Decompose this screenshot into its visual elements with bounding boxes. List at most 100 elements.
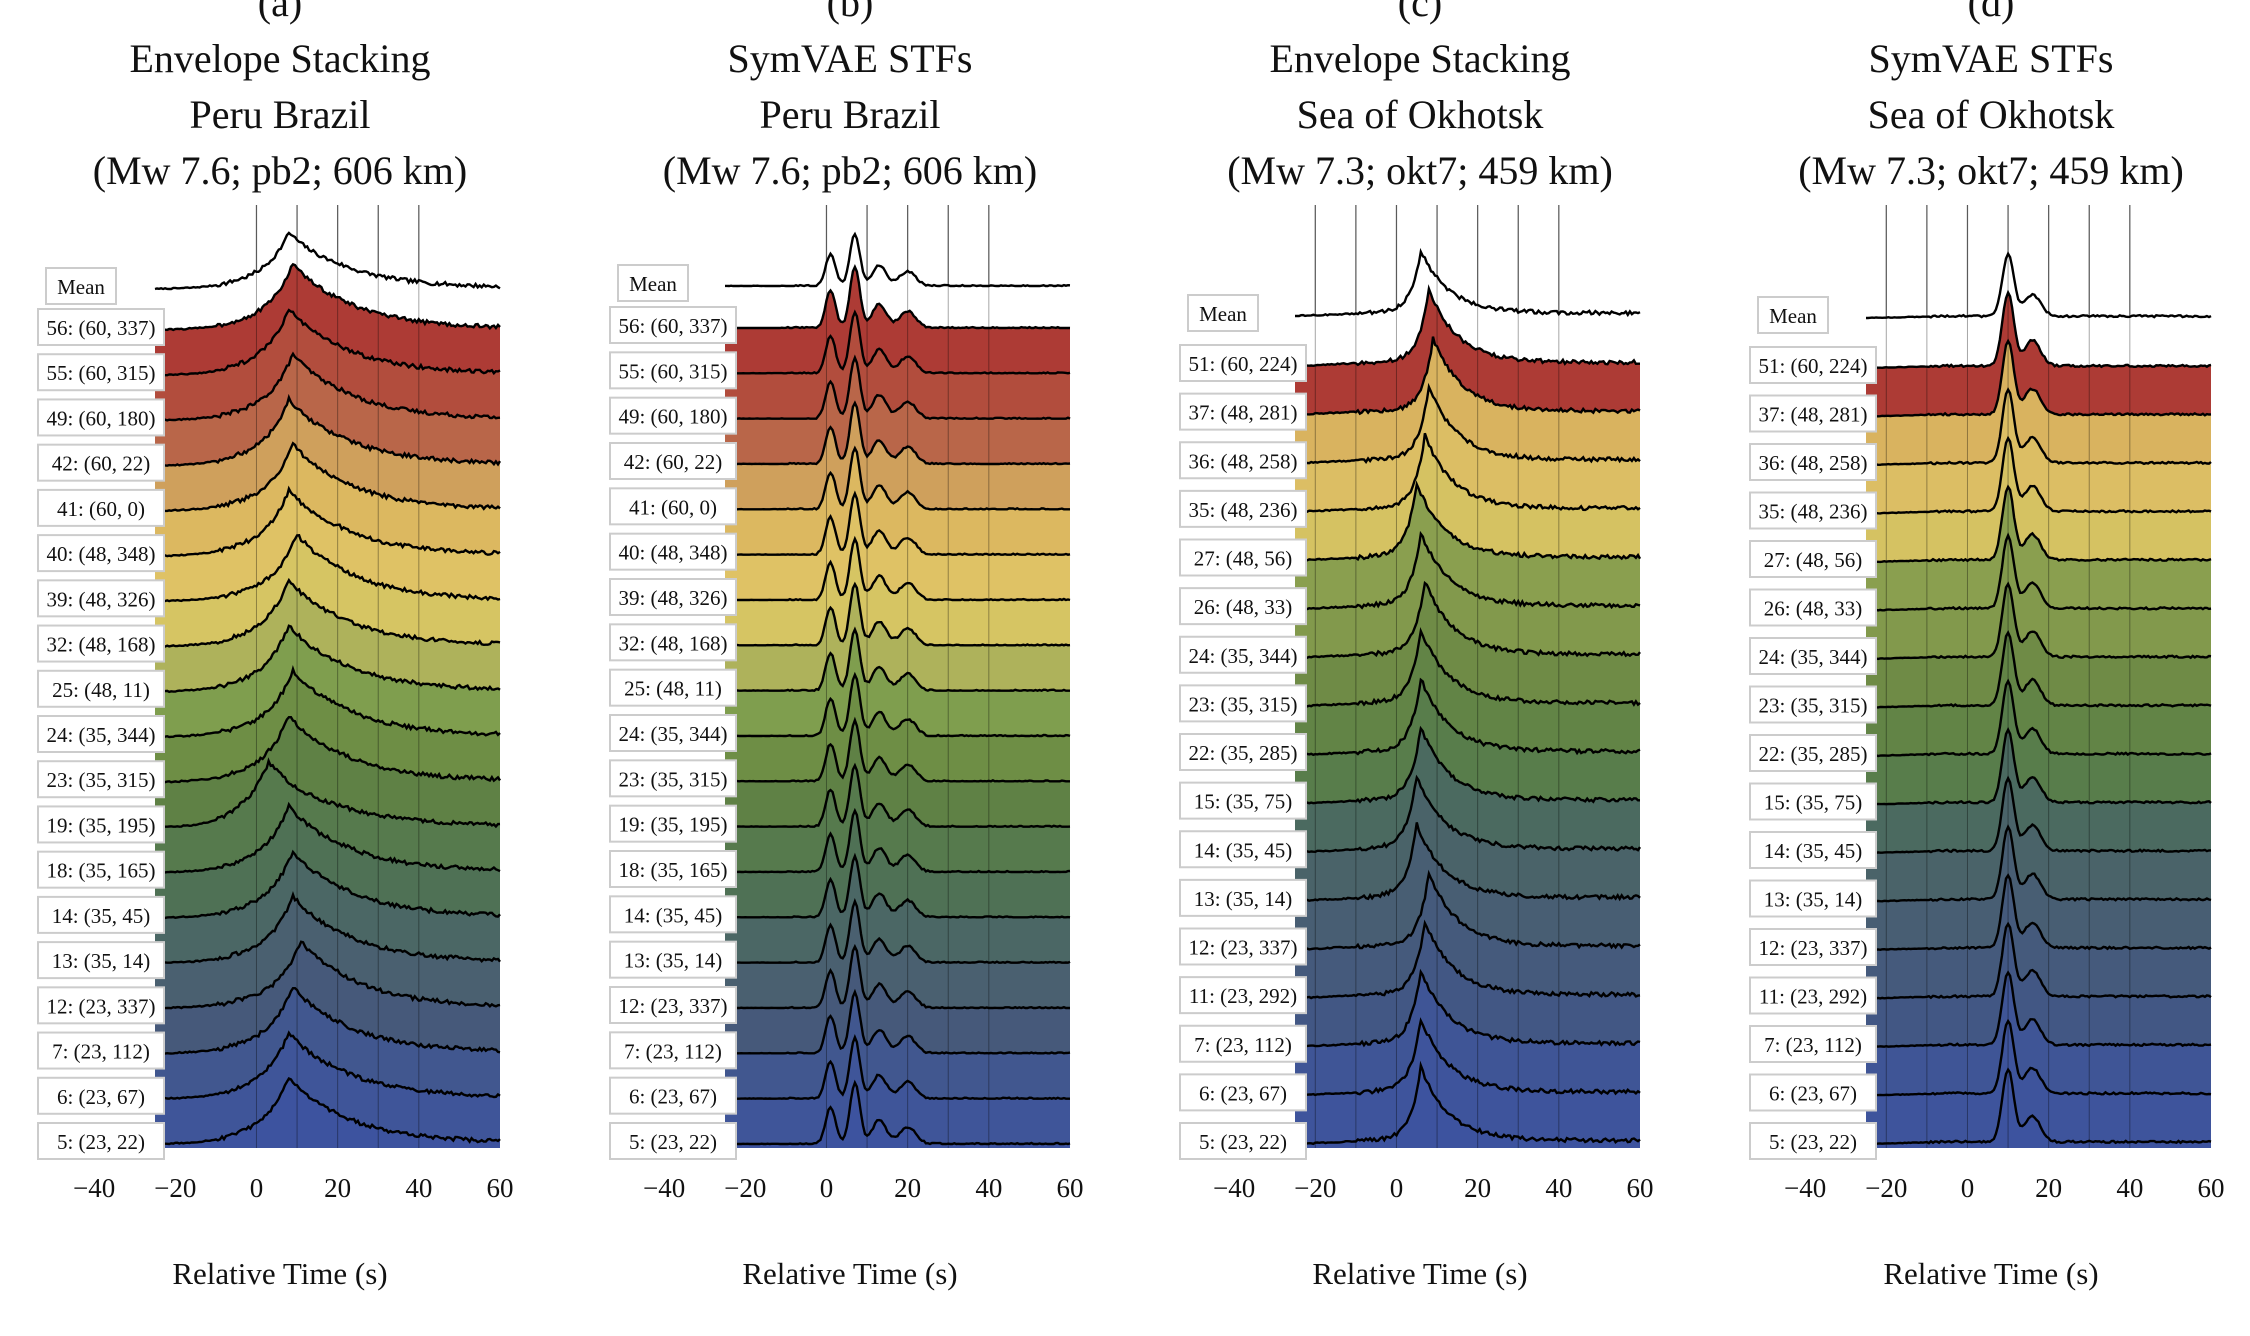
- label-text: 15: (35, 75): [1764, 791, 1863, 815]
- trace-label: 12: (23, 337): [609, 986, 737, 1024]
- trace-label: 40: (48, 348): [609, 532, 737, 571]
- ridge-line: [1865, 921, 2212, 1000]
- ridge-line: [724, 1033, 1070, 1100]
- trace-label: 23: (35, 315): [609, 759, 737, 798]
- x-tick-label: −20: [154, 1173, 196, 1203]
- label-box: [1749, 540, 1877, 578]
- panel-title-line: Peru Brazil: [189, 92, 370, 137]
- label-text: 12: (23, 337): [46, 994, 155, 1018]
- ridge-line: [1295, 627, 1641, 708]
- panel-title-line: (Mw 7.3; okt7; 459 km): [1798, 148, 2184, 193]
- ridge-line: [154, 987, 501, 1055]
- label-text: 23: (35, 315): [618, 767, 727, 791]
- ridge-line: [1865, 338, 2212, 418]
- label-text: 7: (23, 112): [1194, 1033, 1292, 1057]
- trace-label: 11: (23, 292): [1179, 976, 1307, 1015]
- label-text: 12: (23, 337): [618, 994, 727, 1018]
- panel-title-line: Peru Brazil: [759, 92, 940, 137]
- label-box: [1749, 1073, 1877, 1112]
- ridge-line: [1294, 725, 1640, 805]
- trace-label: 25: (48, 11): [37, 669, 165, 708]
- trace-label: 6: (23, 67): [37, 1076, 165, 1115]
- panel-title-line: Sea of Okhotsk: [1868, 92, 2115, 137]
- trace-label: 23: (35, 315): [37, 760, 165, 799]
- label-text: 42: (60, 22): [624, 450, 723, 474]
- ridge-line: [725, 490, 1071, 557]
- x-tick-label: 40: [405, 1173, 432, 1203]
- label-box: [1179, 781, 1307, 820]
- label-box: [1179, 441, 1307, 480]
- trace-label: 14: (35, 45): [1749, 831, 1877, 869]
- label-text: 49: (60, 180): [46, 406, 155, 430]
- label-box: [1179, 538, 1307, 577]
- trace-label: 32: (48, 168): [609, 623, 737, 662]
- label-box: [609, 714, 737, 752]
- label-text: 7: (23, 112): [52, 1040, 150, 1064]
- label-text: 13: (35, 14): [624, 949, 723, 973]
- ridge-line: [1865, 629, 2212, 709]
- label-box: [37, 1122, 165, 1160]
- label-box: [1179, 976, 1307, 1015]
- panel-title-line: Envelope Stacking: [129, 36, 430, 81]
- label-text: 24: (35, 344): [1758, 645, 1867, 669]
- trace-label: 56: (60, 337): [609, 306, 737, 344]
- label-text: 14: (35, 45): [624, 903, 723, 927]
- trace-label: 23: (35, 315): [1749, 685, 1877, 724]
- label-box: [1179, 635, 1307, 674]
- mean-label: Mean: [45, 267, 117, 305]
- label-text: 6: (23, 67): [629, 1085, 717, 1109]
- ridge-line: [724, 762, 1071, 828]
- label-box: [1179, 587, 1307, 626]
- label-box: [1179, 489, 1307, 528]
- label-box: [609, 1076, 737, 1115]
- panel-title-line: Envelope Stacking: [1269, 36, 1570, 81]
- trace-label: 6: (23, 67): [609, 1076, 737, 1115]
- ridge-line: [1295, 336, 1641, 416]
- ridge-line: [155, 891, 501, 965]
- trace-label: 5: (23, 22): [1749, 1122, 1877, 1160]
- ridge-line: [155, 262, 501, 332]
- label-text: Mean: [1769, 304, 1817, 328]
- ridge-line: [1865, 775, 2211, 855]
- ridge-line: [1294, 968, 1641, 1049]
- label-text: 6: (23, 67): [1199, 1081, 1287, 1105]
- trace-label: 36: (48, 258): [1749, 443, 1877, 481]
- ridge-line: [1294, 869, 1641, 951]
- trace-label: 18: (35, 165): [609, 850, 737, 888]
- ridge-line: [155, 534, 501, 603]
- label-text: 23: (35, 315): [1758, 694, 1867, 718]
- panel-label: (d): [1968, 0, 2015, 25]
- trace-label: 6: (23, 67): [1179, 1073, 1307, 1112]
- trace-label: 56: (60, 337): [37, 308, 165, 346]
- label-box: [37, 941, 165, 980]
- trace-label: 12: (23, 337): [1179, 927, 1307, 966]
- ridge-line: [1295, 1017, 1641, 1097]
- ridge-line: [155, 624, 501, 694]
- label-box: [609, 1031, 737, 1070]
- trace-label: 41: (60, 0): [609, 487, 737, 526]
- label-text: 5: (23, 22): [57, 1130, 145, 1154]
- mean-label: Mean: [1187, 294, 1259, 332]
- trace-label: 49: (60, 180): [609, 396, 737, 435]
- trace-label: 24: (35, 344): [609, 714, 737, 752]
- x-tick-label: −40: [1784, 1173, 1826, 1203]
- ridge-line: [1866, 873, 2212, 952]
- label-text: 26: (48, 33): [1194, 595, 1293, 619]
- label-box: [37, 534, 165, 573]
- ridge-line: [155, 393, 502, 467]
- mean-ridge-line: [1295, 247, 1641, 318]
- label-text: 25: (48, 11): [52, 678, 150, 702]
- ridge-line: [1866, 289, 2212, 370]
- label-text: 51: (60, 224): [1188, 352, 1297, 376]
- x-tick-label: −40: [1213, 1173, 1255, 1203]
- label-text: 41: (60, 0): [629, 495, 717, 519]
- x-tick-label: 60: [1627, 1173, 1654, 1203]
- label-box: [609, 1122, 737, 1160]
- panel-label: (c): [1398, 0, 1442, 25]
- x-tick-label: 20: [324, 1173, 351, 1203]
- label-box: [37, 1076, 165, 1115]
- label-text: 25: (48, 11): [624, 677, 722, 701]
- ridge-line: [154, 308, 501, 377]
- label-text: 22: (35, 285): [1188, 741, 1297, 765]
